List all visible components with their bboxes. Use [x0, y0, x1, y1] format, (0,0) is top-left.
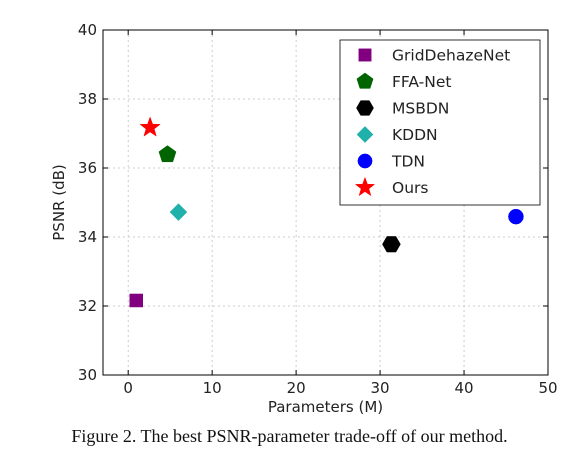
data-point-ours [139, 116, 161, 137]
legend-marker-msbdn [356, 100, 374, 116]
legend-marker-tdn [357, 153, 373, 169]
data-point-tdn [508, 208, 524, 225]
legend-label-tdn: TDN [391, 153, 425, 171]
y-tick-label: 32 [78, 297, 97, 315]
data-point-ffa-net [158, 145, 177, 163]
legend-label-msbdn: MSBDN [392, 100, 449, 118]
legend-marker-ours [354, 176, 376, 197]
x-tick-label: 40 [454, 379, 473, 397]
legend-marker-kddn [356, 126, 374, 143]
data-point-msbdn [382, 236, 401, 253]
legend-label-griddehazenet: GridDehazeNet [392, 47, 510, 65]
x-tick-label: 20 [287, 379, 306, 397]
x-axis-label: Parameters (M) [268, 398, 383, 416]
legend-label-kddn: KDDN [392, 126, 438, 144]
y-tick-label: 30 [78, 366, 97, 384]
legend-label-ffa-net: FFA-Net [392, 73, 451, 91]
data-point-kddn [169, 203, 188, 222]
x-tick-label: 0 [123, 379, 133, 397]
y-tick-label: 38 [78, 90, 97, 108]
x-tick-label: 50 [538, 379, 557, 397]
legend-label-ours: Ours [392, 179, 428, 197]
legend-box [339, 39, 541, 206]
axis-ticks: 0 10 20 30 40 50 30 32 34 36 38 40 [78, 21, 558, 397]
y-tick-label: 36 [78, 159, 97, 177]
plot-frame [102, 29, 549, 376]
legend-marker-ffa-net [356, 72, 374, 89]
legend-marker-griddehazenet [358, 48, 372, 62]
x-tick-label: 10 [203, 379, 222, 397]
x-tick-label: 30 [371, 379, 390, 397]
legend: GridDehazeNet FFA-Net MSBDN KDDN TDN Ours [339, 39, 541, 206]
data-point-griddehazenet [129, 293, 143, 308]
y-tick-label: 40 [78, 21, 97, 39]
figure-caption: Figure 2. The best PSNR-parameter trade-… [71, 426, 508, 446]
y-tick-label: 34 [78, 228, 97, 246]
data-points [129, 116, 524, 308]
scatter-chart: 0 10 20 30 40 50 30 32 34 36 38 40 GridDehazeNet FFA… [50, 21, 558, 416]
y-axis-label: PSNR (dB) [50, 164, 68, 241]
